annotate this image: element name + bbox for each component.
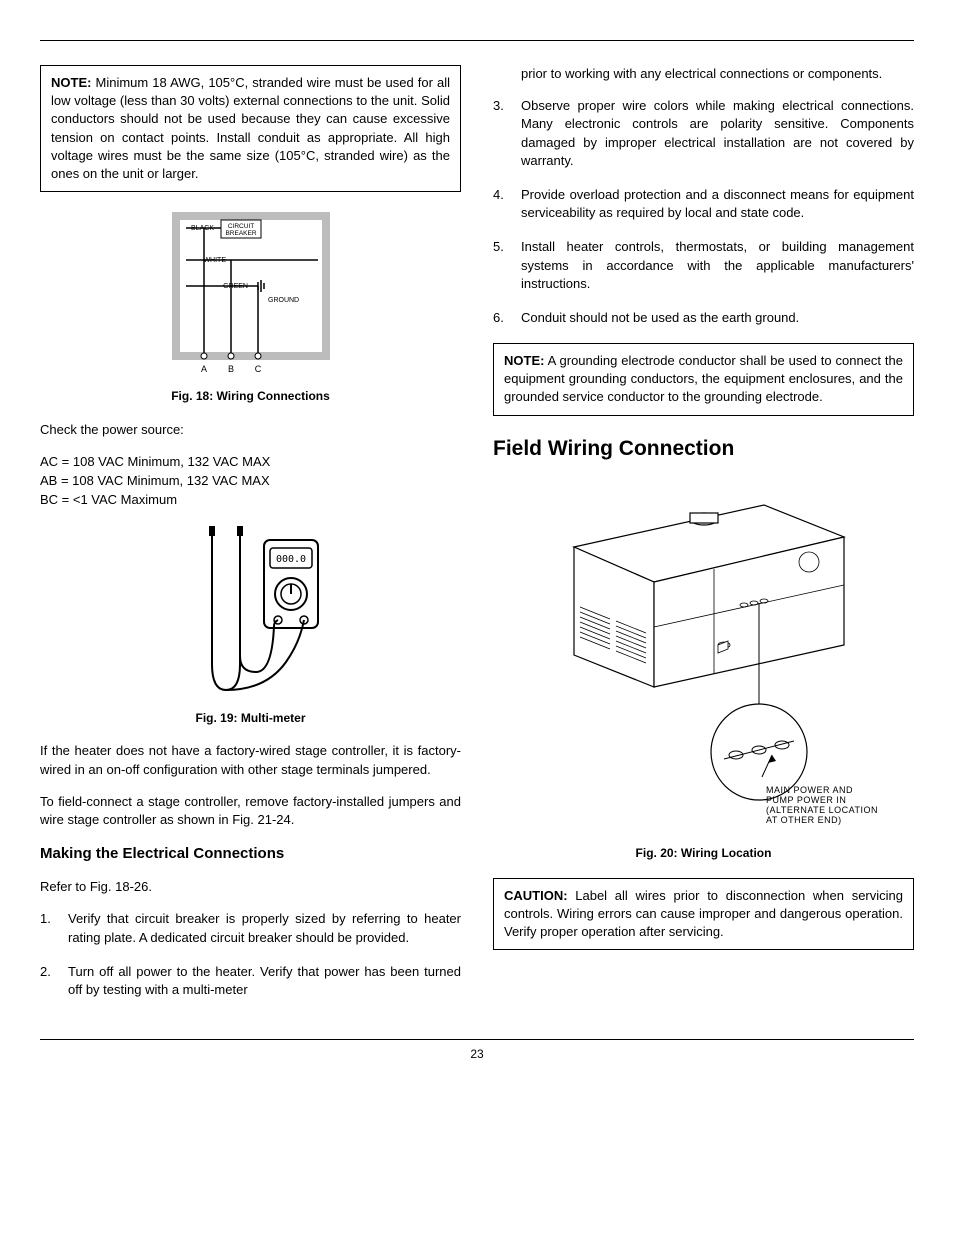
heading-making-connections: Making the Electrical Connections [40, 843, 461, 864]
vac-ab: AB = 108 VAC Minimum, 132 VAC MAX [40, 472, 461, 491]
caution-label: CAUTION: [504, 888, 568, 903]
fig20-label-l3: (ALTERNATE LOCATION [766, 805, 878, 815]
right-column: prior to working with any electrical con… [493, 65, 914, 1015]
step-5: Install heater controls, thermostats, or… [493, 238, 914, 293]
label-breaker2: BREAKER [225, 230, 256, 237]
step-2-continuation: prior to working with any electrical con… [493, 65, 914, 83]
steps-list-right: Observe proper wire colors while making … [493, 97, 914, 327]
fig20-caption: Fig. 20: Wiring Location [493, 845, 914, 862]
check-power-text: Check the power source: [40, 421, 461, 439]
note-box-grounding: NOTE: A grounding electrode conductor sh… [493, 343, 914, 416]
label-c: C [254, 364, 261, 374]
two-column-layout: NOTE: Minimum 18 AWG, 105°C, stranded wi… [40, 65, 914, 1015]
label-breaker1: CIRCUIT [227, 223, 253, 230]
fig18-caption: Fig. 18: Wiring Connections [40, 388, 461, 405]
label-a: A [200, 364, 206, 374]
vac-ac: AC = 108 VAC Minimum, 132 VAC MAX [40, 453, 461, 472]
note-text-2: A grounding electrode conductor shall be… [504, 353, 903, 404]
label-ground: GROUND [268, 297, 299, 304]
note-label: NOTE: [51, 75, 91, 90]
page-number: 23 [40, 1039, 914, 1063]
step-2: Turn off all power to the heater. Verify… [40, 963, 461, 999]
para-field-connect: To field-connect a stage controller, rem… [40, 793, 461, 829]
left-column: NOTE: Minimum 18 AWG, 105°C, stranded wi… [40, 65, 461, 1015]
wiring-connections-svg: BLACK CIRCUIT BREAKER WHITE GREEN GROUND [166, 210, 336, 380]
step-3: Observe proper wire colors while making … [493, 97, 914, 170]
step-1: Verify that circuit breaker is properly … [40, 910, 461, 946]
note-box-wire-spec: NOTE: Minimum 18 AWG, 105°C, stranded wi… [40, 65, 461, 192]
fig20-label-l2: PUMP POWER IN [766, 795, 846, 805]
meter-display: 000.0 [275, 554, 305, 565]
fig19-caption: Fig. 19: Multi-meter [40, 710, 461, 727]
multimeter-svg: 000.0 [166, 522, 336, 702]
page: NOTE: Minimum 18 AWG, 105°C, stranded wi… [40, 40, 914, 1063]
heading-field-wiring: Field Wiring Connection [493, 434, 914, 463]
fig18-diagram: BLACK CIRCUIT BREAKER WHITE GREEN GROUND [40, 210, 461, 380]
steps-list-left: Verify that circuit breaker is properly … [40, 910, 461, 999]
step-6: Conduit should not be used as the earth … [493, 309, 914, 327]
note-text: Minimum 18 AWG, 105°C, stranded wire mus… [51, 75, 450, 181]
caution-box: CAUTION: Label all wires prior to discon… [493, 878, 914, 951]
refer-figs: Refer to Fig. 18-26. [40, 878, 461, 896]
fig20-diagram: MAIN POWER AND PUMP POWER IN (ALTERNATE … [493, 477, 914, 837]
step-4: Provide overload protection and a discon… [493, 186, 914, 222]
fig20-label-l1: MAIN POWER AND [766, 785, 853, 795]
fig20-label-l4: AT OTHER END) [766, 815, 842, 825]
vac-bc: BC = <1 VAC Maximum [40, 491, 461, 510]
note-label-2: NOTE: [504, 353, 544, 368]
wiring-location-svg: MAIN POWER AND PUMP POWER IN (ALTERNATE … [514, 477, 894, 837]
para-factory-wired: If the heater does not have a factory-wi… [40, 742, 461, 778]
vac-specs: AC = 108 VAC Minimum, 132 VAC MAX AB = 1… [40, 453, 461, 510]
label-b: B [227, 364, 233, 374]
fig19-diagram: 000.0 [40, 522, 461, 702]
